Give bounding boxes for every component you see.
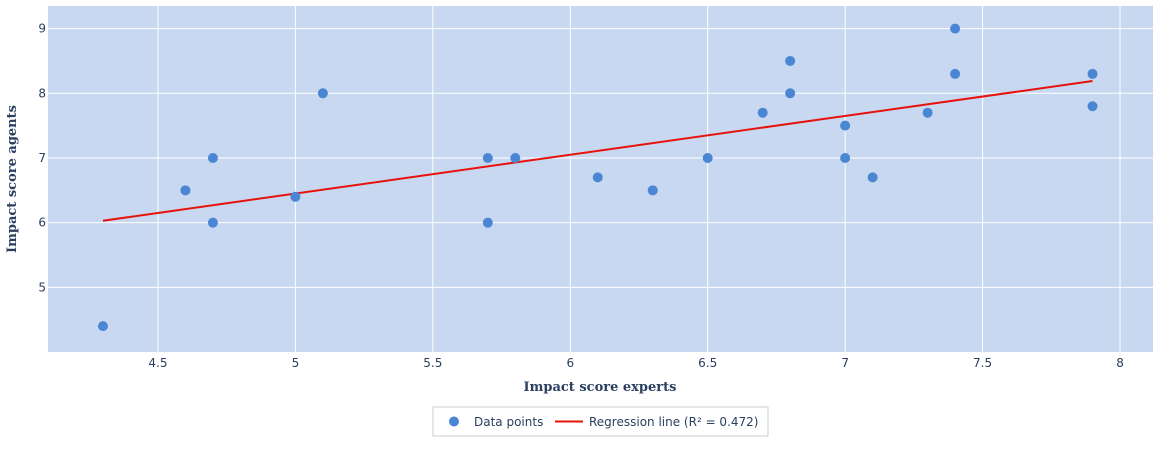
- legend[interactable]: Data points Regression line (R² = 0.472): [432, 406, 769, 437]
- y-tick-label: 9: [38, 22, 46, 36]
- data-point[interactable]: [1087, 101, 1098, 112]
- data-point[interactable]: [207, 152, 218, 163]
- data-points-layer: [97, 23, 1098, 332]
- data-point[interactable]: [922, 107, 933, 118]
- x-tick-label: 6: [566, 356, 574, 370]
- y-tick-label: 8: [38, 86, 46, 100]
- data-point[interactable]: [482, 152, 493, 163]
- y-tick-label: 6: [38, 216, 46, 230]
- data-point[interactable]: [867, 172, 878, 183]
- data-point[interactable]: [207, 217, 218, 228]
- x-tick-label: 4.5: [148, 356, 167, 370]
- x-tick-label: 5: [292, 356, 300, 370]
- x-tick-label: 8: [1116, 356, 1124, 370]
- legend-label-regression-line[interactable]: Regression line (R² = 0.472): [589, 415, 758, 429]
- data-point[interactable]: [647, 185, 658, 196]
- y-gridlines: [48, 28, 1153, 288]
- data-point[interactable]: [97, 321, 108, 332]
- data-point[interactable]: [317, 88, 328, 99]
- x-tick-label: 7.5: [973, 356, 992, 370]
- data-point[interactable]: [510, 152, 521, 163]
- data-point[interactable]: [180, 185, 191, 196]
- data-point[interactable]: [290, 191, 301, 202]
- x-axis-title: Impact score experts: [524, 380, 677, 395]
- x-tick-label: 7: [841, 356, 849, 370]
- data-point[interactable]: [950, 68, 961, 79]
- legend-label-data-points[interactable]: Data points: [474, 415, 543, 429]
- data-point[interactable]: [785, 88, 796, 99]
- data-point[interactable]: [592, 172, 603, 183]
- y-tick-labels: 5 6 7 8 9: [38, 22, 46, 295]
- legend-box: [432, 406, 769, 437]
- y-tick-label: 5: [38, 280, 46, 294]
- data-point[interactable]: [482, 217, 493, 228]
- regression-line-layer: [102, 80, 1093, 222]
- legend-marker-data-points: [449, 416, 459, 427]
- x-tick-label: 5.5: [423, 356, 442, 370]
- y-axis-title: Impact score agents: [5, 105, 20, 253]
- data-point[interactable]: [1087, 68, 1098, 79]
- y-tick-label: 7: [38, 151, 46, 165]
- data-point[interactable]: [840, 152, 851, 163]
- data-point[interactable]: [757, 107, 768, 118]
- data-point[interactable]: [702, 152, 713, 163]
- data-point[interactable]: [950, 23, 961, 34]
- x-gridlines: [157, 6, 1121, 352]
- x-tick-label: 6.5: [698, 356, 717, 370]
- data-point[interactable]: [785, 55, 796, 66]
- regression-line: [102, 80, 1093, 222]
- x-tick-labels: 4.5 5 5.5 6 6.5 7 7.5 8: [148, 356, 1123, 370]
- data-point[interactable]: [840, 120, 851, 131]
